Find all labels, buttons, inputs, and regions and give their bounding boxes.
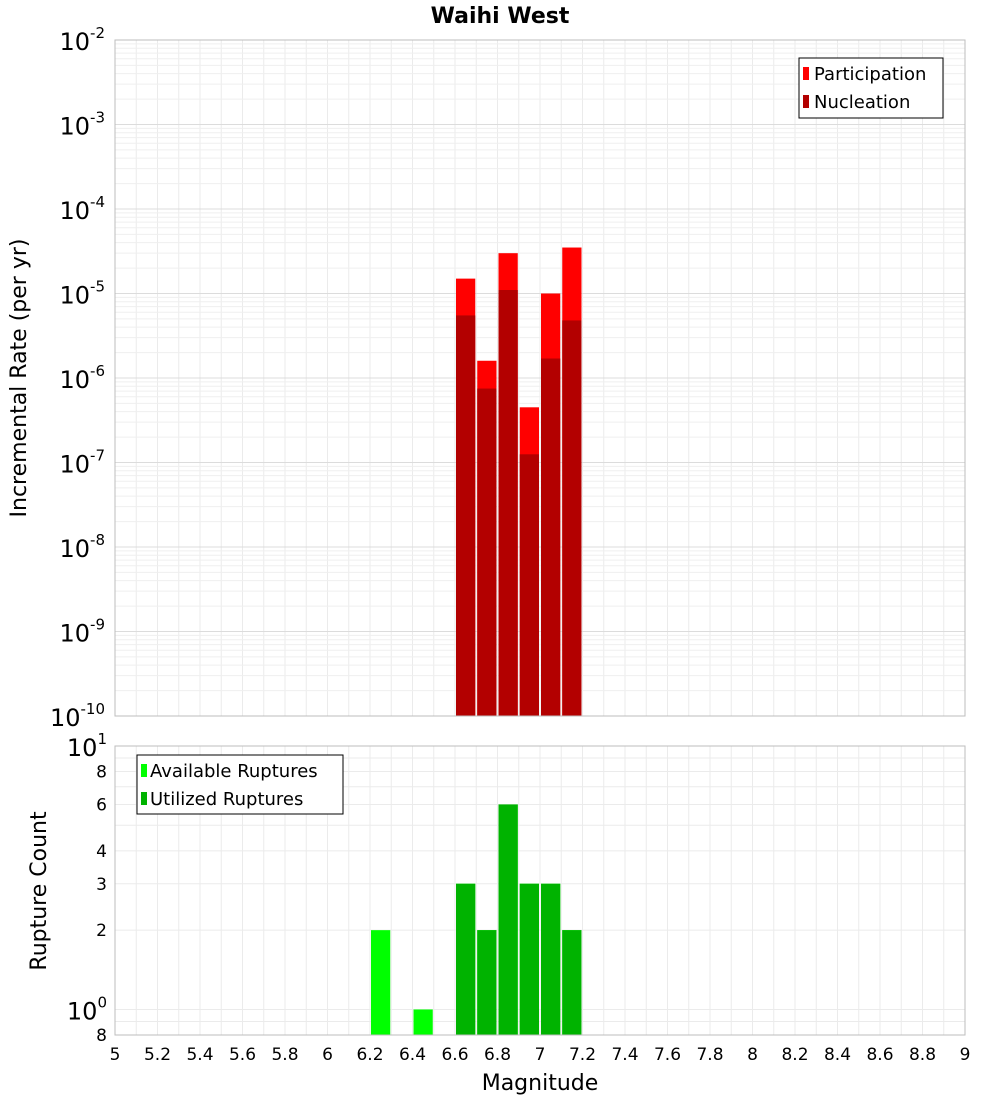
x-tick-label: 8.4 (824, 1045, 851, 1065)
rate-legend-box (798, 57, 944, 119)
x-tick-label: 6.8 (484, 1045, 511, 1065)
count-y-tick-label: 101 (67, 730, 107, 762)
count-legend: Available Ruptures Utilized Ruptures (136, 754, 344, 815)
count-legend-box (136, 754, 344, 815)
bar-nucleation (519, 454, 539, 716)
legend-swatch-available (141, 764, 147, 777)
rate-y-tick-label: 10-6 (59, 362, 105, 394)
count-y-tick-label: 2 (96, 921, 107, 941)
count-plot-border (114, 745, 966, 1036)
count-y-tick-label: 3 (96, 875, 107, 895)
bar-utilized-ruptures (541, 883, 561, 1035)
legend-swatch-participation (803, 67, 809, 80)
bar-available-ruptures (413, 1009, 433, 1035)
x-tick-label: 5.6 (229, 1045, 256, 1065)
rate-y-tick-label: 10-3 (59, 109, 105, 141)
x-axis-label: Magnitude (482, 1071, 599, 1096)
x-tick-label: 6.2 (356, 1045, 383, 1065)
rate-panel: 10-2 10-3 10-4 10-5 10-6 10-7 10-8 10-9 10-10 In… (7, 24, 966, 732)
x-axis-ticks: 5 5.2 5.4 5.6 5.8 6 6.2 6.4 6.6 6.8 7 7.2 7.4 7.6 7.8 8… (110, 1045, 971, 1065)
rate-y-tick-label: 10-7 (59, 447, 105, 479)
x-tick-label: 7.2 (569, 1045, 596, 1065)
bar-utilized-ruptures (456, 883, 476, 1035)
count-bars (371, 804, 582, 1035)
x-tick-label: 7.6 (654, 1045, 681, 1065)
rate-y-tick-label: 10-2 (59, 24, 105, 56)
bar-utilized-ruptures (498, 804, 518, 1035)
x-tick-label: 6 (322, 1045, 333, 1065)
rate-y-tick-label: 10-10 (50, 700, 105, 732)
bar-nucleation (477, 388, 497, 716)
count-y-tick-label: 4 (96, 842, 107, 862)
rate-y-tick-label: 10-8 (59, 531, 105, 563)
rate-gridlines (114, 40, 966, 717)
x-tick-label: 9 (960, 1045, 971, 1065)
x-tick-label: 8.2 (781, 1045, 808, 1065)
bar-nucleation (456, 315, 476, 716)
bar-nucleation (562, 320, 582, 716)
bar-utilized-ruptures (477, 930, 497, 1035)
legend-label-available: Available Ruptures (150, 761, 318, 782)
count-y-axis-label: Rupture Count (27, 811, 52, 971)
count-y-tick-label: 8 (96, 763, 107, 783)
x-tick-label: 7 (535, 1045, 546, 1065)
x-tick-label: 5.4 (186, 1045, 213, 1065)
bar-available-ruptures (371, 930, 391, 1035)
bar-nucleation (541, 358, 561, 716)
x-tick-label: 5.2 (144, 1045, 171, 1065)
x-tick-label: 8 (747, 1045, 758, 1065)
rate-bars (456, 247, 582, 716)
x-tick-label: 7.8 (696, 1045, 723, 1065)
x-tick-label: 6.6 (441, 1045, 468, 1065)
x-tick-label: 5.8 (271, 1045, 298, 1065)
rate-y-tick-label: 10-5 (59, 278, 105, 310)
x-tick-label: 8.6 (866, 1045, 893, 1065)
legend-label-nucleation: Nucleation (814, 92, 910, 113)
bar-utilized-ruptures (562, 930, 582, 1035)
count-y-tick-label: 6 (96, 795, 107, 815)
x-tick-label: 7.4 (611, 1045, 638, 1065)
legend-label-participation: Participation (814, 64, 926, 85)
x-tick-label: 8.8 (909, 1045, 936, 1065)
x-tick-label: 6.4 (399, 1045, 426, 1065)
rate-plot-border (114, 39, 966, 717)
rate-y-tick-label: 10-4 (59, 193, 105, 225)
count-y-tick-label: 100 (67, 993, 107, 1025)
count-y-tick-label: 8 (96, 1026, 107, 1046)
legend-swatch-utilized (141, 792, 147, 805)
legend-label-utilized: Utilized Ruptures (150, 789, 303, 810)
bar-nucleation (498, 290, 518, 716)
legend-swatch-nucleation (803, 95, 809, 108)
bar-utilized-ruptures (519, 883, 539, 1035)
rate-y-tick-label: 10-9 (59, 616, 105, 648)
rate-legend: Participation Nucleation (798, 57, 944, 119)
x-tick-label: 5 (110, 1045, 121, 1065)
rate-y-axis-label: Incremental Rate (per yr) (7, 239, 32, 518)
rate-y-ticks: 10-2 10-3 10-4 10-5 10-6 10-7 10-8 10-9 10-10 (50, 24, 105, 732)
chart-title: Waihi West (431, 4, 570, 29)
